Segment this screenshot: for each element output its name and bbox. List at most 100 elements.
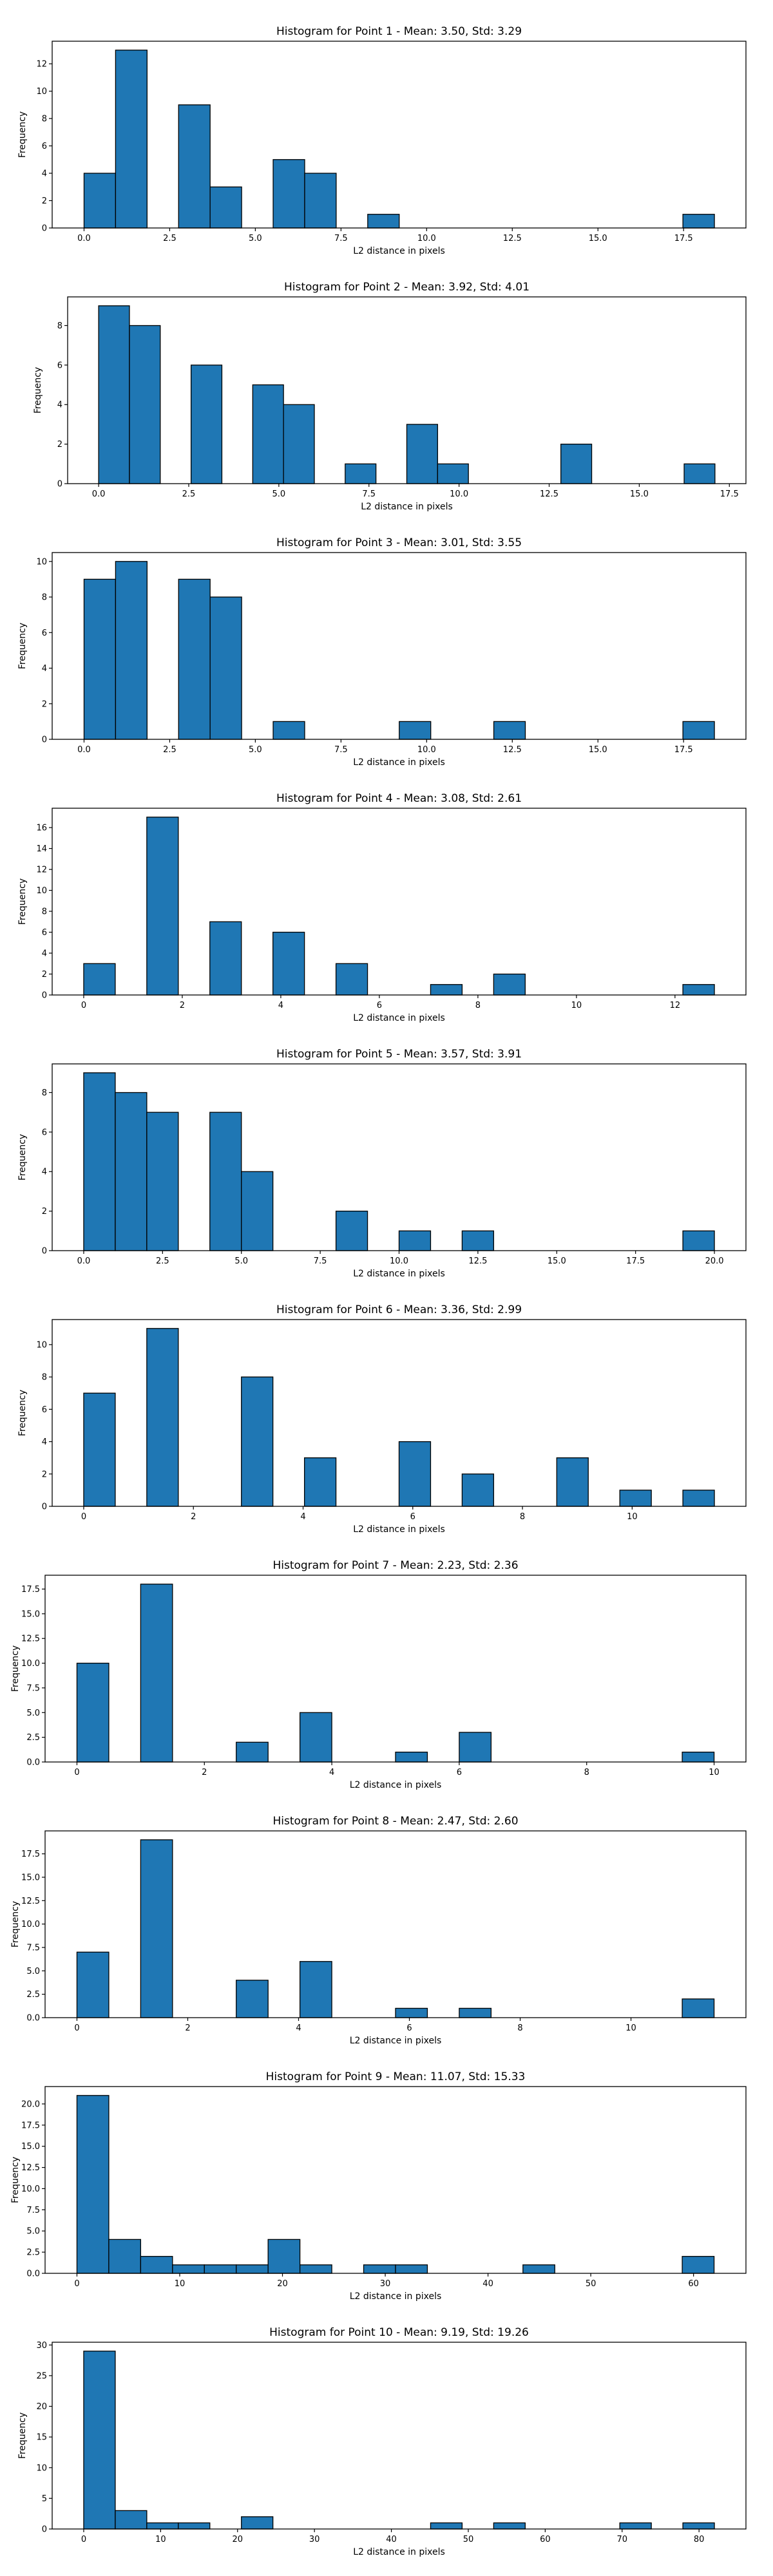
- histogram-bar: [108, 2239, 142, 2274]
- histogram-bar: [430, 984, 463, 996]
- histogram-bar: [461, 1473, 495, 1507]
- x-tick-label: 5.0: [234, 1256, 248, 1266]
- axes-frame: [52, 41, 747, 229]
- histogram-bar: [493, 2522, 526, 2530]
- histogram-bar: [236, 1980, 269, 2018]
- x-tick-label: 15.0: [589, 234, 607, 243]
- histogram-bar: [682, 214, 715, 229]
- y-tick-label: 7.5: [26, 2206, 40, 2215]
- y-tick-label: 15.0: [21, 2142, 40, 2152]
- y-tick-label: 2.5: [26, 1990, 40, 2000]
- y-tick-label: 12: [36, 60, 47, 70]
- histogram-bar: [493, 721, 526, 740]
- axes-frame: [67, 296, 747, 484]
- y-tick-label: 17.5: [21, 1850, 40, 1859]
- x-tick-label: 40: [386, 2535, 397, 2544]
- histogram-bar: [83, 1392, 116, 1507]
- histogram-bar: [252, 384, 284, 484]
- histogram-bar: [345, 463, 377, 484]
- y-tick-label: 2.5: [26, 2248, 40, 2258]
- histogram-panel-7: Histogram for Point 7 - Mean: 2.23, Std:…: [10, 1559, 747, 1790]
- y-tick-label: 12.5: [21, 1634, 40, 1644]
- histogram-bar: [146, 817, 179, 996]
- x-tick-label: 12.5: [503, 234, 522, 243]
- histogram-panel-6: Histogram for Point 6 - Mean: 3.36, Std:…: [17, 1303, 747, 1535]
- histogram-bar: [303, 1457, 337, 1507]
- x-tick-label: 5.0: [272, 489, 286, 499]
- x-tick-label: 10: [709, 1768, 720, 1777]
- y-tick-label: 0: [42, 2525, 47, 2535]
- y-tick-label: 0.0: [26, 1758, 40, 1768]
- histogram-panel-10: Histogram for Point 10 - Mean: 9.19, Std…: [17, 2326, 747, 2557]
- histogram-bar: [682, 1230, 715, 1251]
- y-tick-label: 10: [36, 886, 47, 896]
- chart-title: Histogram for Point 2 - Mean: 3.92, Std:…: [284, 281, 530, 294]
- histogram-bar: [140, 1584, 173, 1763]
- x-tick-label: 30: [309, 2535, 320, 2544]
- x-tick-label: 10: [175, 2279, 186, 2289]
- x-tick-label: 2.5: [182, 489, 196, 499]
- axes-frame: [44, 2086, 747, 2274]
- axes-frame: [52, 808, 747, 996]
- histogram-bar: [98, 305, 130, 484]
- histogram-bar: [459, 2007, 492, 2018]
- y-tick-label: 0: [42, 1247, 47, 1256]
- histogram-bar: [115, 2510, 148, 2530]
- histogram-bar: [76, 1951, 110, 2018]
- y-tick-label: 10.0: [21, 2184, 40, 2194]
- x-tick-label: 10: [155, 2535, 166, 2544]
- x-tick-label: 2.5: [163, 745, 177, 755]
- histogram-bar: [76, 2095, 110, 2274]
- histogram-bar: [178, 578, 211, 740]
- histogram-bar: [83, 963, 116, 996]
- y-tick-label: 10: [36, 87, 47, 97]
- histogram-bar: [236, 2264, 269, 2274]
- histogram-bar: [115, 1092, 148, 1251]
- x-tick-label: 17.5: [674, 745, 693, 755]
- histogram-bar: [83, 1072, 116, 1251]
- chart-title: Histogram for Point 3 - Mean: 3.01, Std:…: [276, 536, 522, 549]
- x-tick-label: 4: [300, 1512, 305, 1522]
- y-tick-label: 0.0: [26, 2014, 40, 2023]
- y-axis-label: Frequency: [10, 1645, 21, 1692]
- y-tick-label: 8: [42, 1373, 47, 1383]
- y-tick-label: 12.5: [21, 2163, 40, 2173]
- histogram-bar: [241, 2516, 274, 2530]
- y-tick-label: 8: [42, 593, 47, 603]
- y-tick-label: 4: [42, 169, 47, 179]
- histogram-panel-3: Histogram for Point 3 - Mean: 3.01, Std:…: [17, 536, 747, 768]
- y-tick-label: 10: [36, 557, 47, 567]
- x-tick-label: 7.5: [314, 1256, 327, 1266]
- y-tick-label: 10: [36, 2463, 47, 2473]
- y-tick-label: 6: [42, 629, 47, 638]
- x-tick-label: 12.5: [468, 1256, 487, 1266]
- x-tick-label: 5.0: [249, 745, 262, 755]
- y-tick-label: 10.0: [21, 1659, 40, 1669]
- y-tick-label: 12: [36, 866, 47, 875]
- x-tick-label: 70: [616, 2535, 627, 2544]
- x-tick-label: 50: [586, 2279, 596, 2289]
- histogram-bar: [272, 931, 305, 996]
- y-axis-label: Frequency: [10, 1901, 21, 1947]
- x-axis-label: L2 distance in pixels: [350, 1780, 442, 1790]
- y-tick-label: 5.0: [26, 1709, 40, 1718]
- histogram-panel-1: Histogram for Point 1 - Mean: 3.50, Std:…: [17, 25, 747, 256]
- x-tick-label: 2: [191, 1512, 196, 1522]
- x-tick-label: 0.0: [92, 489, 106, 499]
- histogram-bar: [299, 1712, 332, 1763]
- y-tick-label: 2: [57, 440, 62, 450]
- y-tick-label: 20: [36, 2402, 47, 2412]
- histogram-bar: [619, 1490, 652, 1507]
- histogram-bar: [190, 365, 223, 484]
- y-tick-label: 0: [57, 480, 62, 489]
- y-tick-label: 8: [42, 1088, 47, 1098]
- y-tick-label: 4: [42, 949, 47, 959]
- x-tick-label: 8: [475, 1001, 481, 1010]
- histogram-panel-8: Histogram for Point 8 - Mean: 2.47, Std:…: [10, 1815, 747, 2046]
- x-tick-label: 0: [81, 1001, 86, 1010]
- y-tick-label: 20.0: [21, 2099, 40, 2109]
- histogram-bar: [209, 186, 242, 229]
- chart-title: Histogram for Point 10 - Mean: 9.19, Std…: [269, 2326, 529, 2339]
- y-tick-label: 15: [36, 2433, 47, 2443]
- x-tick-label: 2.5: [156, 1256, 169, 1266]
